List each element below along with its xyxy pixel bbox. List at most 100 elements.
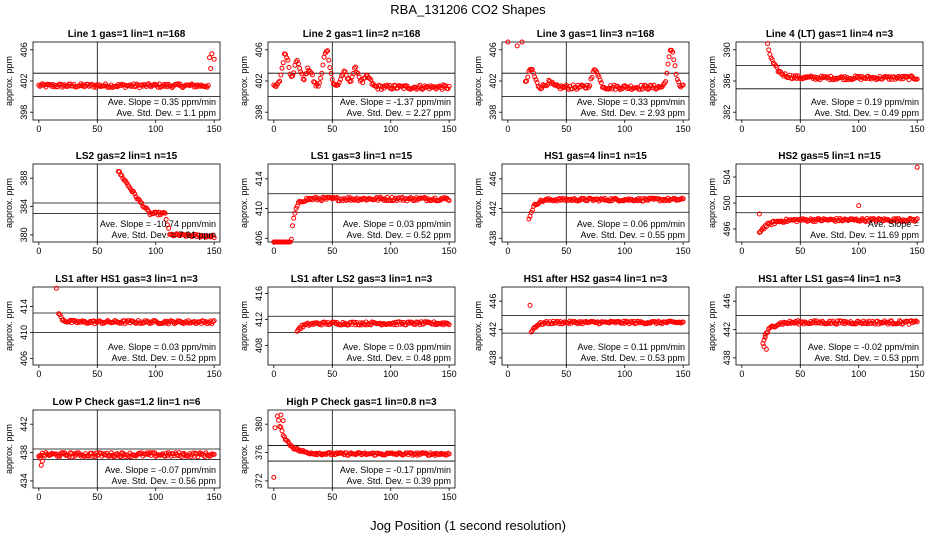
data-point xyxy=(446,198,452,203)
data-point xyxy=(280,60,286,66)
y-tick-label: 446 xyxy=(488,294,498,309)
data-point xyxy=(339,73,345,79)
data-point xyxy=(789,76,795,82)
data-point xyxy=(396,319,402,325)
data-point xyxy=(589,74,595,80)
data-point xyxy=(814,75,820,80)
y-tick-label: 500 xyxy=(722,195,732,210)
y-axis-label: approx. ppm xyxy=(4,56,14,106)
data-point xyxy=(446,83,452,89)
data-point xyxy=(678,196,684,202)
std-dev-annotation: Ave. Std. Dev. = 0.48 ppm xyxy=(347,353,451,363)
data-point xyxy=(276,417,281,423)
y-tick-label: 376 xyxy=(254,445,264,460)
data-point xyxy=(309,72,315,78)
data-point xyxy=(505,39,511,45)
x-tick-label: 50 xyxy=(795,124,805,134)
slope-annotation: Ave. Slope = -1.37 ppm/min xyxy=(340,97,451,107)
y-tick-label: 410 xyxy=(254,201,264,216)
y-tick-label: 410 xyxy=(19,325,29,340)
y-tick-label: 442 xyxy=(488,322,498,337)
y-axis-label: approx. ppm xyxy=(707,178,717,228)
data-point xyxy=(439,86,445,92)
plot-frame xyxy=(32,286,221,366)
data-point xyxy=(211,235,217,241)
data-point xyxy=(446,451,452,457)
data-point xyxy=(761,344,767,350)
data-point xyxy=(525,74,531,80)
y-tick-label: 398 xyxy=(254,105,264,120)
data-point xyxy=(327,65,333,71)
x-tick-label: 150 xyxy=(910,246,925,256)
y-axis-label: approx. ppm xyxy=(707,56,717,106)
data-point xyxy=(527,302,533,308)
y-tick-label: 380 xyxy=(254,417,264,432)
chart-panel: HS1 after LS1 gas=4 lin=1 n=3 0 50 100 150 43… xyxy=(707,274,925,379)
y-tick-label: 390 xyxy=(722,42,732,57)
data-point xyxy=(93,84,99,90)
data-point xyxy=(108,450,114,456)
slope-annotation: Ave. Slope = 0.33 ppm/min xyxy=(577,97,685,107)
y-tick-label: 438 xyxy=(488,231,498,246)
data-point xyxy=(663,79,669,85)
plot-frame xyxy=(501,163,690,243)
data-point xyxy=(597,77,603,83)
y-tick-label: 406 xyxy=(254,42,264,57)
data-point xyxy=(211,318,217,324)
data-point xyxy=(878,320,884,326)
data-point xyxy=(37,455,43,461)
data-point xyxy=(796,321,802,327)
data-point xyxy=(643,83,649,89)
y-axis-label: approx. ppm xyxy=(4,301,14,351)
data-point xyxy=(913,318,919,324)
data-point xyxy=(445,321,451,327)
slope-annotation: Ave. Slope = -0.07 ppm/min xyxy=(105,465,216,475)
data-point xyxy=(356,74,362,80)
data-point xyxy=(290,223,295,229)
data-point xyxy=(162,453,168,459)
data-point xyxy=(325,48,331,54)
plot-frame xyxy=(501,286,690,366)
data-point xyxy=(166,225,172,231)
data-point xyxy=(278,72,284,78)
data-point xyxy=(315,83,321,89)
data-point xyxy=(279,428,285,434)
data-point xyxy=(70,454,76,459)
data-point xyxy=(295,61,301,67)
data-point xyxy=(301,77,307,83)
y-tick-label: 408 xyxy=(254,338,264,353)
data-point xyxy=(152,81,158,87)
y-axis-label: approx. ppm xyxy=(4,424,14,474)
chart-title: LS2 gas=2 lin=1 n=15 xyxy=(76,151,178,162)
chart-panel: Line 3 gas=1 lin=3 n=168 0 50 100 150 398 402 4… xyxy=(473,29,691,134)
x-tick-label: 50 xyxy=(327,246,337,256)
y-tick-label: 398 xyxy=(488,105,498,120)
std-dev-annotation: Ave. Std. Dev. = 0.55 ppm xyxy=(581,230,685,240)
data-point xyxy=(774,64,780,70)
data-point xyxy=(154,82,160,88)
std-dev-annotation: Ave. Std. Dev. = 0.52 ppm xyxy=(347,230,451,240)
x-tick-label: 0 xyxy=(739,246,744,256)
data-point xyxy=(762,335,768,340)
data-point xyxy=(136,197,142,203)
data-point xyxy=(664,70,670,76)
x-tick-label: 0 xyxy=(739,369,744,379)
x-tick-label: 100 xyxy=(617,124,632,134)
data-point xyxy=(885,74,891,80)
y-tick-label: 406 xyxy=(254,231,264,246)
data-point xyxy=(598,80,604,86)
chart-title: HS2 gas=5 lin=1 n=15 xyxy=(778,151,881,162)
x-tick-label: 100 xyxy=(851,246,866,256)
data-point xyxy=(209,51,215,57)
y-tick-label: 402 xyxy=(488,73,498,88)
x-tick-label: 50 xyxy=(327,369,337,379)
x-tick-label: 0 xyxy=(505,369,510,379)
chart-panel: HS2 gas=5 lin=1 n=15 0 50 100 150 496 500 504 ap… xyxy=(707,151,925,256)
data-point xyxy=(50,82,56,87)
slope-annotation: Ave. Slope = -0.02 ppm/min xyxy=(808,342,919,352)
std-dev-annotation: Ave. Std. Dev. = 2.93 ppm xyxy=(581,108,685,118)
data-point xyxy=(519,39,525,45)
data-point xyxy=(913,217,919,223)
chart-title: High P Check gas=1 lin=0.8 n=3 xyxy=(286,397,437,408)
